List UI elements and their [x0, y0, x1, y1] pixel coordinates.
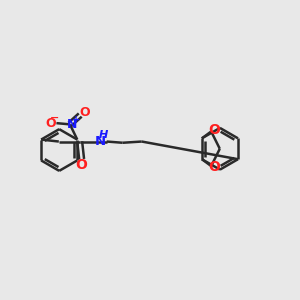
Text: O: O [76, 158, 88, 172]
Text: N: N [67, 118, 77, 131]
Text: −: − [50, 113, 59, 123]
Text: O: O [79, 106, 90, 118]
Text: O: O [46, 117, 56, 130]
Text: H: H [99, 130, 108, 140]
Text: N: N [95, 135, 106, 148]
Text: +: + [72, 115, 80, 125]
Text: O: O [208, 160, 220, 174]
Text: O: O [208, 123, 220, 137]
